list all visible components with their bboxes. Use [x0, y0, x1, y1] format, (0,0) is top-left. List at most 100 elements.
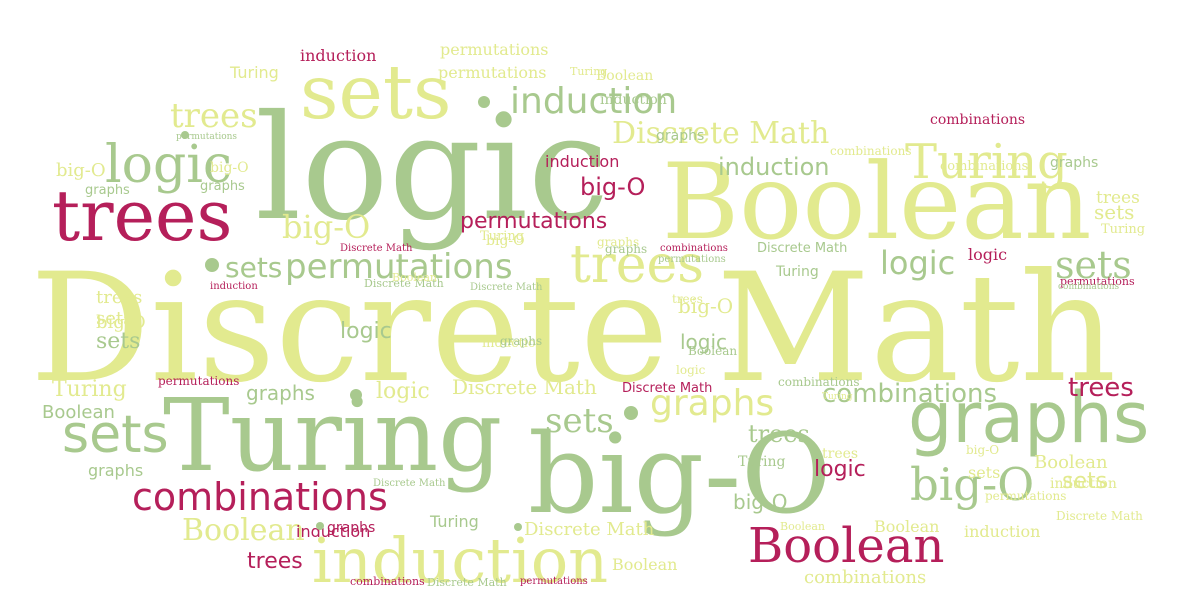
word-graphs: graphs: [200, 179, 245, 194]
word-discrete-math: Discrete Math: [427, 576, 507, 589]
word-induction: induction: [482, 336, 545, 351]
word-permutations: permutations: [438, 63, 547, 82]
word-graphs: graphs: [656, 128, 704, 144]
word-permutations: permutations: [285, 247, 513, 287]
dot-mark: [181, 131, 189, 139]
word-boolean: Boolean: [42, 402, 115, 423]
word-induction: induction: [510, 81, 677, 122]
word-sets: sets: [968, 463, 1000, 482]
word-graphs: graphs: [605, 242, 647, 256]
word-sets: sets: [1094, 200, 1134, 224]
word-turing: Turing: [163, 377, 502, 494]
word-big-o: big-O: [486, 233, 525, 249]
word-induction: induction: [210, 281, 258, 292]
word-big-o: big-O: [966, 443, 999, 457]
dot-mark: [316, 522, 324, 530]
word-logic: logic: [880, 244, 955, 282]
word-big-o: big-O: [910, 458, 1034, 511]
word-boolean: Boolean: [182, 513, 305, 548]
word-logic: logic: [105, 135, 232, 195]
word-graphs: graphs: [650, 383, 774, 424]
word-discrete-math: Discrete Math: [612, 116, 829, 151]
word-induction: induction: [300, 46, 376, 65]
word-combinations: combinations: [940, 159, 1028, 174]
word-big-o: big-O: [580, 173, 645, 201]
word-discrete-math: Discrete Math: [524, 519, 655, 540]
word-big-o: big-O: [528, 410, 831, 538]
word-boolean: Boolean: [874, 517, 939, 536]
word-turing: Turing: [429, 512, 479, 531]
word-discrete-math: Discrete Math: [340, 243, 413, 254]
word-sets: sets: [300, 48, 452, 136]
word-graphs: graphs: [597, 235, 639, 249]
dot-mark: [624, 406, 638, 420]
word-boolean: Boolean: [748, 518, 944, 574]
word-logic: logic: [814, 457, 866, 482]
word-discrete-math: Discrete Math: [373, 478, 446, 489]
word-permutations: permutations: [176, 132, 237, 142]
word-turing: Turing: [229, 63, 279, 82]
word-turing: Turing: [570, 65, 607, 78]
word-induction: induction: [600, 92, 667, 108]
word-induction: induction: [545, 152, 619, 171]
word-discrete-math: Discrete Math: [1056, 509, 1143, 523]
word-trees: trees: [247, 549, 303, 574]
word-induction: induction: [296, 522, 370, 541]
word-discrete-math: Discrete Math: [622, 381, 712, 396]
word-logic: logic: [376, 379, 430, 404]
word-combinations: combinations: [822, 379, 997, 409]
word-permutations: permutations: [658, 254, 726, 265]
word-boolean: Boolean: [612, 555, 677, 574]
word-trees: trees: [822, 446, 858, 462]
word-graphs: graphs: [1050, 155, 1098, 171]
word-graphs: graphs: [500, 334, 542, 348]
word-combinations: combinations: [350, 575, 425, 588]
word-permutations: permutations: [985, 489, 1066, 503]
word-graphs: graphs: [246, 381, 315, 405]
word-boolean: Boolean: [688, 344, 737, 358]
word-induction: induction: [312, 524, 608, 597]
word-turing: Turing: [1101, 222, 1145, 237]
word-boolean: Boolean: [662, 141, 1092, 263]
word-combinations: combinations: [778, 375, 860, 389]
word-induction: induction: [718, 153, 830, 181]
dot-mark: [514, 523, 522, 531]
word-combinations: combinations: [804, 567, 926, 588]
word-permutations: permutations: [158, 374, 239, 388]
word-graphs: graphs: [88, 461, 143, 480]
dot-mark: [205, 258, 219, 272]
word-trees: trees: [52, 175, 232, 257]
word-permutations: permutations: [460, 209, 607, 234]
dot-mark: [350, 389, 362, 401]
word-sets: sets: [96, 329, 140, 354]
word-trees: trees: [170, 96, 258, 136]
word-discrete-math: Discrete Math: [452, 375, 597, 399]
word-sets: sets: [1055, 243, 1132, 287]
word-turing: Turing: [52, 377, 127, 402]
word-boolean: Boolean: [596, 68, 653, 84]
word-induction: induction: [1050, 476, 1117, 492]
word-trees: trees: [672, 292, 703, 306]
word-discrete-math: Discrete Math: [757, 241, 847, 256]
word-logic: logic: [676, 363, 706, 377]
word-big-o: big-O: [733, 490, 787, 514]
word-sets: sets: [545, 401, 614, 441]
word-trees: trees: [96, 287, 142, 308]
word-big-o: big-O: [210, 160, 249, 176]
word-trees: trees: [570, 235, 704, 295]
word-graphs: graphs: [85, 183, 130, 198]
word-turing: Turing: [738, 454, 786, 470]
word-logic: logic: [340, 319, 392, 344]
dot-mark: [478, 96, 490, 108]
word-logic: logic: [968, 245, 1007, 264]
word-combinations: combinations: [1058, 282, 1120, 292]
word-logic: logic: [680, 330, 727, 354]
word-turing: Turing: [775, 264, 819, 280]
word-graphs: graphs: [327, 520, 375, 536]
word-boolean: Boolean: [780, 520, 825, 533]
word-turing: Turing: [905, 134, 1068, 190]
word-big-o: big-O: [56, 160, 106, 181]
word-boolean: Boolean: [1034, 452, 1108, 473]
